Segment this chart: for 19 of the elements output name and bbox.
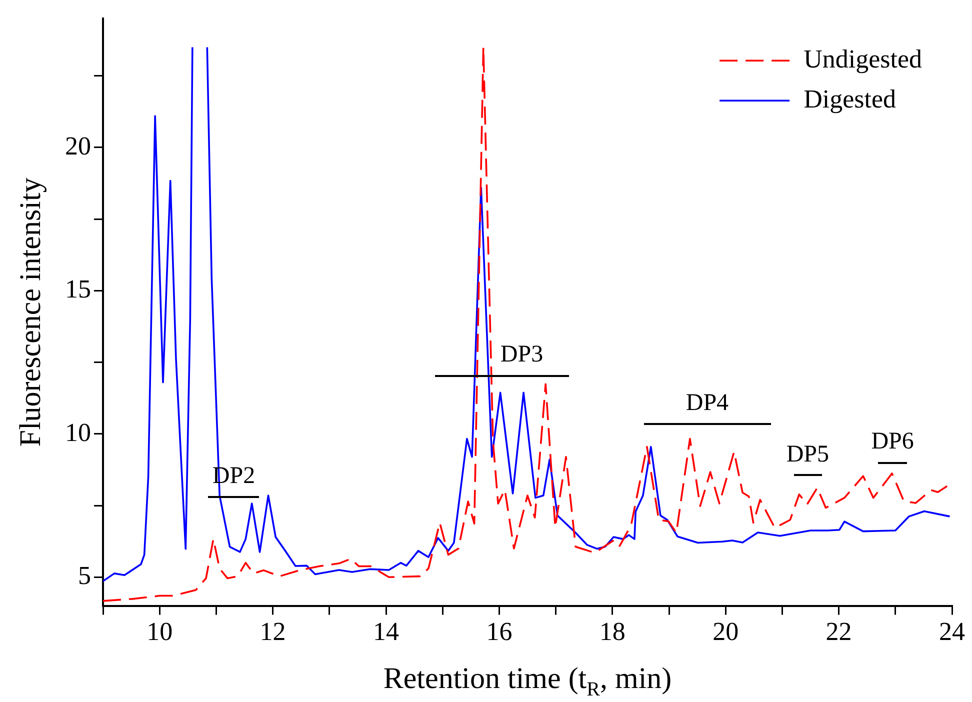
y-axis-title: Fluorescence intensity: [14, 178, 47, 447]
x-tick-label: 22: [826, 617, 852, 646]
annotation: DP3: [500, 342, 544, 368]
x-tick-label: 12: [260, 617, 286, 646]
legend-label: Digested: [804, 84, 896, 114]
annotation: DP6: [871, 428, 914, 455]
x-tick-label: 16: [486, 617, 512, 646]
y-tick-label: 15: [65, 274, 91, 304]
y-tick-label: 5: [78, 560, 91, 590]
x-tick-label: 24: [939, 617, 965, 646]
x-tick-label: 18: [599, 617, 626, 646]
y-tick-label: 10: [65, 418, 91, 447]
x-tick-label: 14: [373, 617, 399, 646]
annotation: DP5: [786, 441, 830, 468]
x-tick-label: 10: [146, 617, 173, 646]
legend-label: Undigested: [804, 44, 922, 74]
y-tick-label: 20: [65, 131, 91, 160]
annotation: DP4: [686, 390, 729, 416]
x-tick-label: 20: [712, 617, 739, 646]
